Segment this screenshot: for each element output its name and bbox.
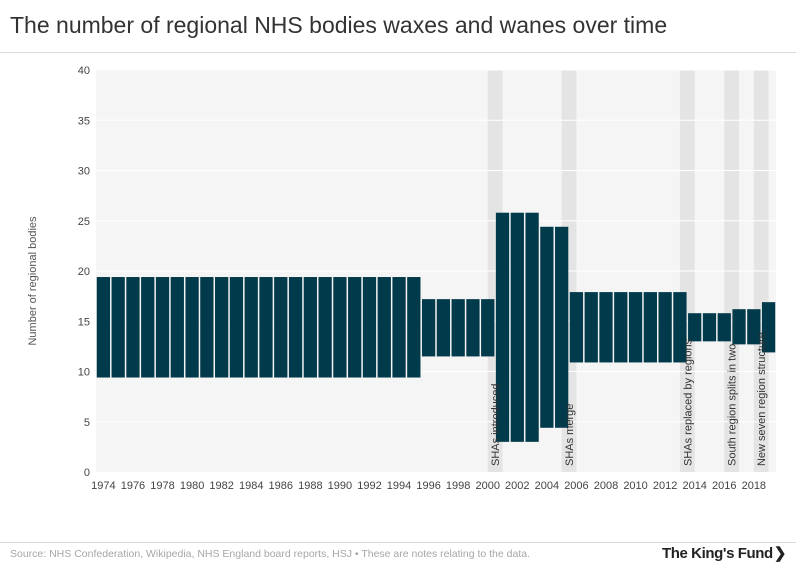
bar bbox=[229, 277, 244, 378]
bar bbox=[141, 277, 155, 378]
bar bbox=[244, 277, 258, 378]
y-axis-ticks: 0 5 10 15 20 25 30 35 40 bbox=[78, 65, 90, 479]
bar bbox=[481, 299, 495, 357]
x-tick-label: 1994 bbox=[387, 480, 411, 492]
x-tick-label: 2010 bbox=[623, 480, 647, 492]
bar bbox=[732, 309, 746, 345]
x-tick-label: 2006 bbox=[564, 480, 588, 492]
annotation-label: South region splits in two bbox=[727, 344, 739, 466]
bar bbox=[155, 277, 170, 378]
x-tick-label: 1974 bbox=[91, 480, 115, 492]
bar bbox=[318, 277, 332, 378]
y-tick-label: 0 bbox=[84, 467, 90, 479]
x-tick-label: 2018 bbox=[742, 480, 766, 492]
x-tick-label: 2008 bbox=[594, 480, 618, 492]
bar bbox=[377, 277, 391, 378]
bar bbox=[259, 277, 273, 378]
bar bbox=[658, 292, 672, 363]
bar bbox=[702, 313, 717, 342]
x-tick-label: 2002 bbox=[505, 480, 529, 492]
annotation-label: SHAs introduced bbox=[490, 383, 502, 466]
x-tick-label: 2014 bbox=[682, 480, 706, 492]
x-axis-ticks: 1974 1976 1978 1980 1982 1984 1986 1988 1990 1992… bbox=[91, 480, 766, 492]
x-tick-label: 2012 bbox=[653, 480, 677, 492]
x-tick-label: 2004 bbox=[535, 480, 559, 492]
y-tick-label: 10 bbox=[78, 367, 90, 379]
bar bbox=[348, 277, 362, 378]
bar bbox=[126, 277, 140, 378]
kings-fund-logo[interactable]: The King's Fund❯ bbox=[662, 544, 786, 562]
bar bbox=[274, 277, 288, 378]
y-tick-label: 25 bbox=[78, 216, 90, 228]
bar bbox=[569, 292, 584, 363]
y-tick-label: 5 bbox=[84, 417, 90, 429]
x-tick-label: 1978 bbox=[150, 480, 174, 492]
bar bbox=[525, 212, 539, 442]
x-tick-label: 1988 bbox=[298, 480, 322, 492]
footer-divider bbox=[0, 542, 796, 543]
x-tick-label: 2016 bbox=[712, 480, 736, 492]
x-tick-label: 1996 bbox=[416, 480, 440, 492]
bar bbox=[717, 313, 731, 342]
bar bbox=[761, 302, 776, 353]
bar bbox=[288, 277, 303, 378]
bar bbox=[436, 299, 451, 357]
bar bbox=[466, 299, 480, 357]
y-tick-label: 15 bbox=[78, 316, 90, 328]
header-divider bbox=[0, 52, 796, 53]
bar bbox=[495, 212, 510, 442]
logo-text: The King's Fund bbox=[661, 545, 773, 562]
bar bbox=[510, 212, 524, 442]
source-note: Source: NHS Confederation, Wikipedia, NH… bbox=[10, 548, 531, 560]
bar bbox=[628, 292, 643, 363]
bar bbox=[303, 277, 317, 378]
bar-series bbox=[96, 212, 776, 442]
y-tick-label: 20 bbox=[78, 266, 90, 278]
annotation-label: SHAs merge bbox=[564, 404, 576, 466]
bar bbox=[96, 277, 111, 378]
y-tick-label: 30 bbox=[78, 166, 90, 178]
bar bbox=[540, 226, 554, 428]
bar bbox=[584, 292, 598, 363]
bar bbox=[747, 309, 761, 345]
annotation-label: New seven region structure bbox=[756, 332, 768, 466]
x-tick-label: 1976 bbox=[121, 480, 145, 492]
bar bbox=[451, 299, 465, 357]
x-tick-label: 1984 bbox=[239, 480, 263, 492]
bar bbox=[200, 277, 214, 378]
bar bbox=[643, 292, 657, 363]
x-tick-label: 1990 bbox=[328, 480, 352, 492]
annotation-labels: SHAs introduced SHAs merge SHAs replaced b… bbox=[490, 332, 768, 466]
x-tick-label: 1992 bbox=[357, 480, 381, 492]
bar bbox=[362, 277, 377, 378]
bar bbox=[673, 292, 687, 363]
bar bbox=[392, 277, 406, 378]
bar bbox=[170, 277, 184, 378]
bar bbox=[111, 277, 125, 378]
bar bbox=[407, 277, 421, 378]
bar bbox=[215, 277, 229, 378]
y-tick-label: 40 bbox=[78, 65, 90, 77]
bar bbox=[333, 277, 347, 378]
bar bbox=[614, 292, 628, 363]
y-axis-label: Number of regional bodies bbox=[27, 216, 39, 346]
x-tick-label: 1986 bbox=[269, 480, 293, 492]
chart-title: The number of regional NHS bodies waxes … bbox=[10, 12, 668, 38]
bar bbox=[421, 299, 436, 357]
y-tick-label: 35 bbox=[78, 115, 90, 127]
x-tick-label: 1980 bbox=[180, 480, 204, 492]
bar-chart: 0 5 10 15 20 25 30 35 40 1974 1976 1978 1980 1982 198… bbox=[27, 65, 776, 492]
x-tick-label: 1982 bbox=[209, 480, 233, 492]
x-tick-label: 2000 bbox=[475, 480, 499, 492]
bar bbox=[599, 292, 613, 363]
x-tick-label: 1998 bbox=[446, 480, 470, 492]
bar bbox=[555, 226, 569, 428]
annotation-label: SHAs replaced by regions bbox=[682, 338, 694, 466]
bar bbox=[185, 277, 199, 378]
chevron-right-icon: ❯ bbox=[773, 545, 787, 562]
bar bbox=[688, 313, 702, 342]
